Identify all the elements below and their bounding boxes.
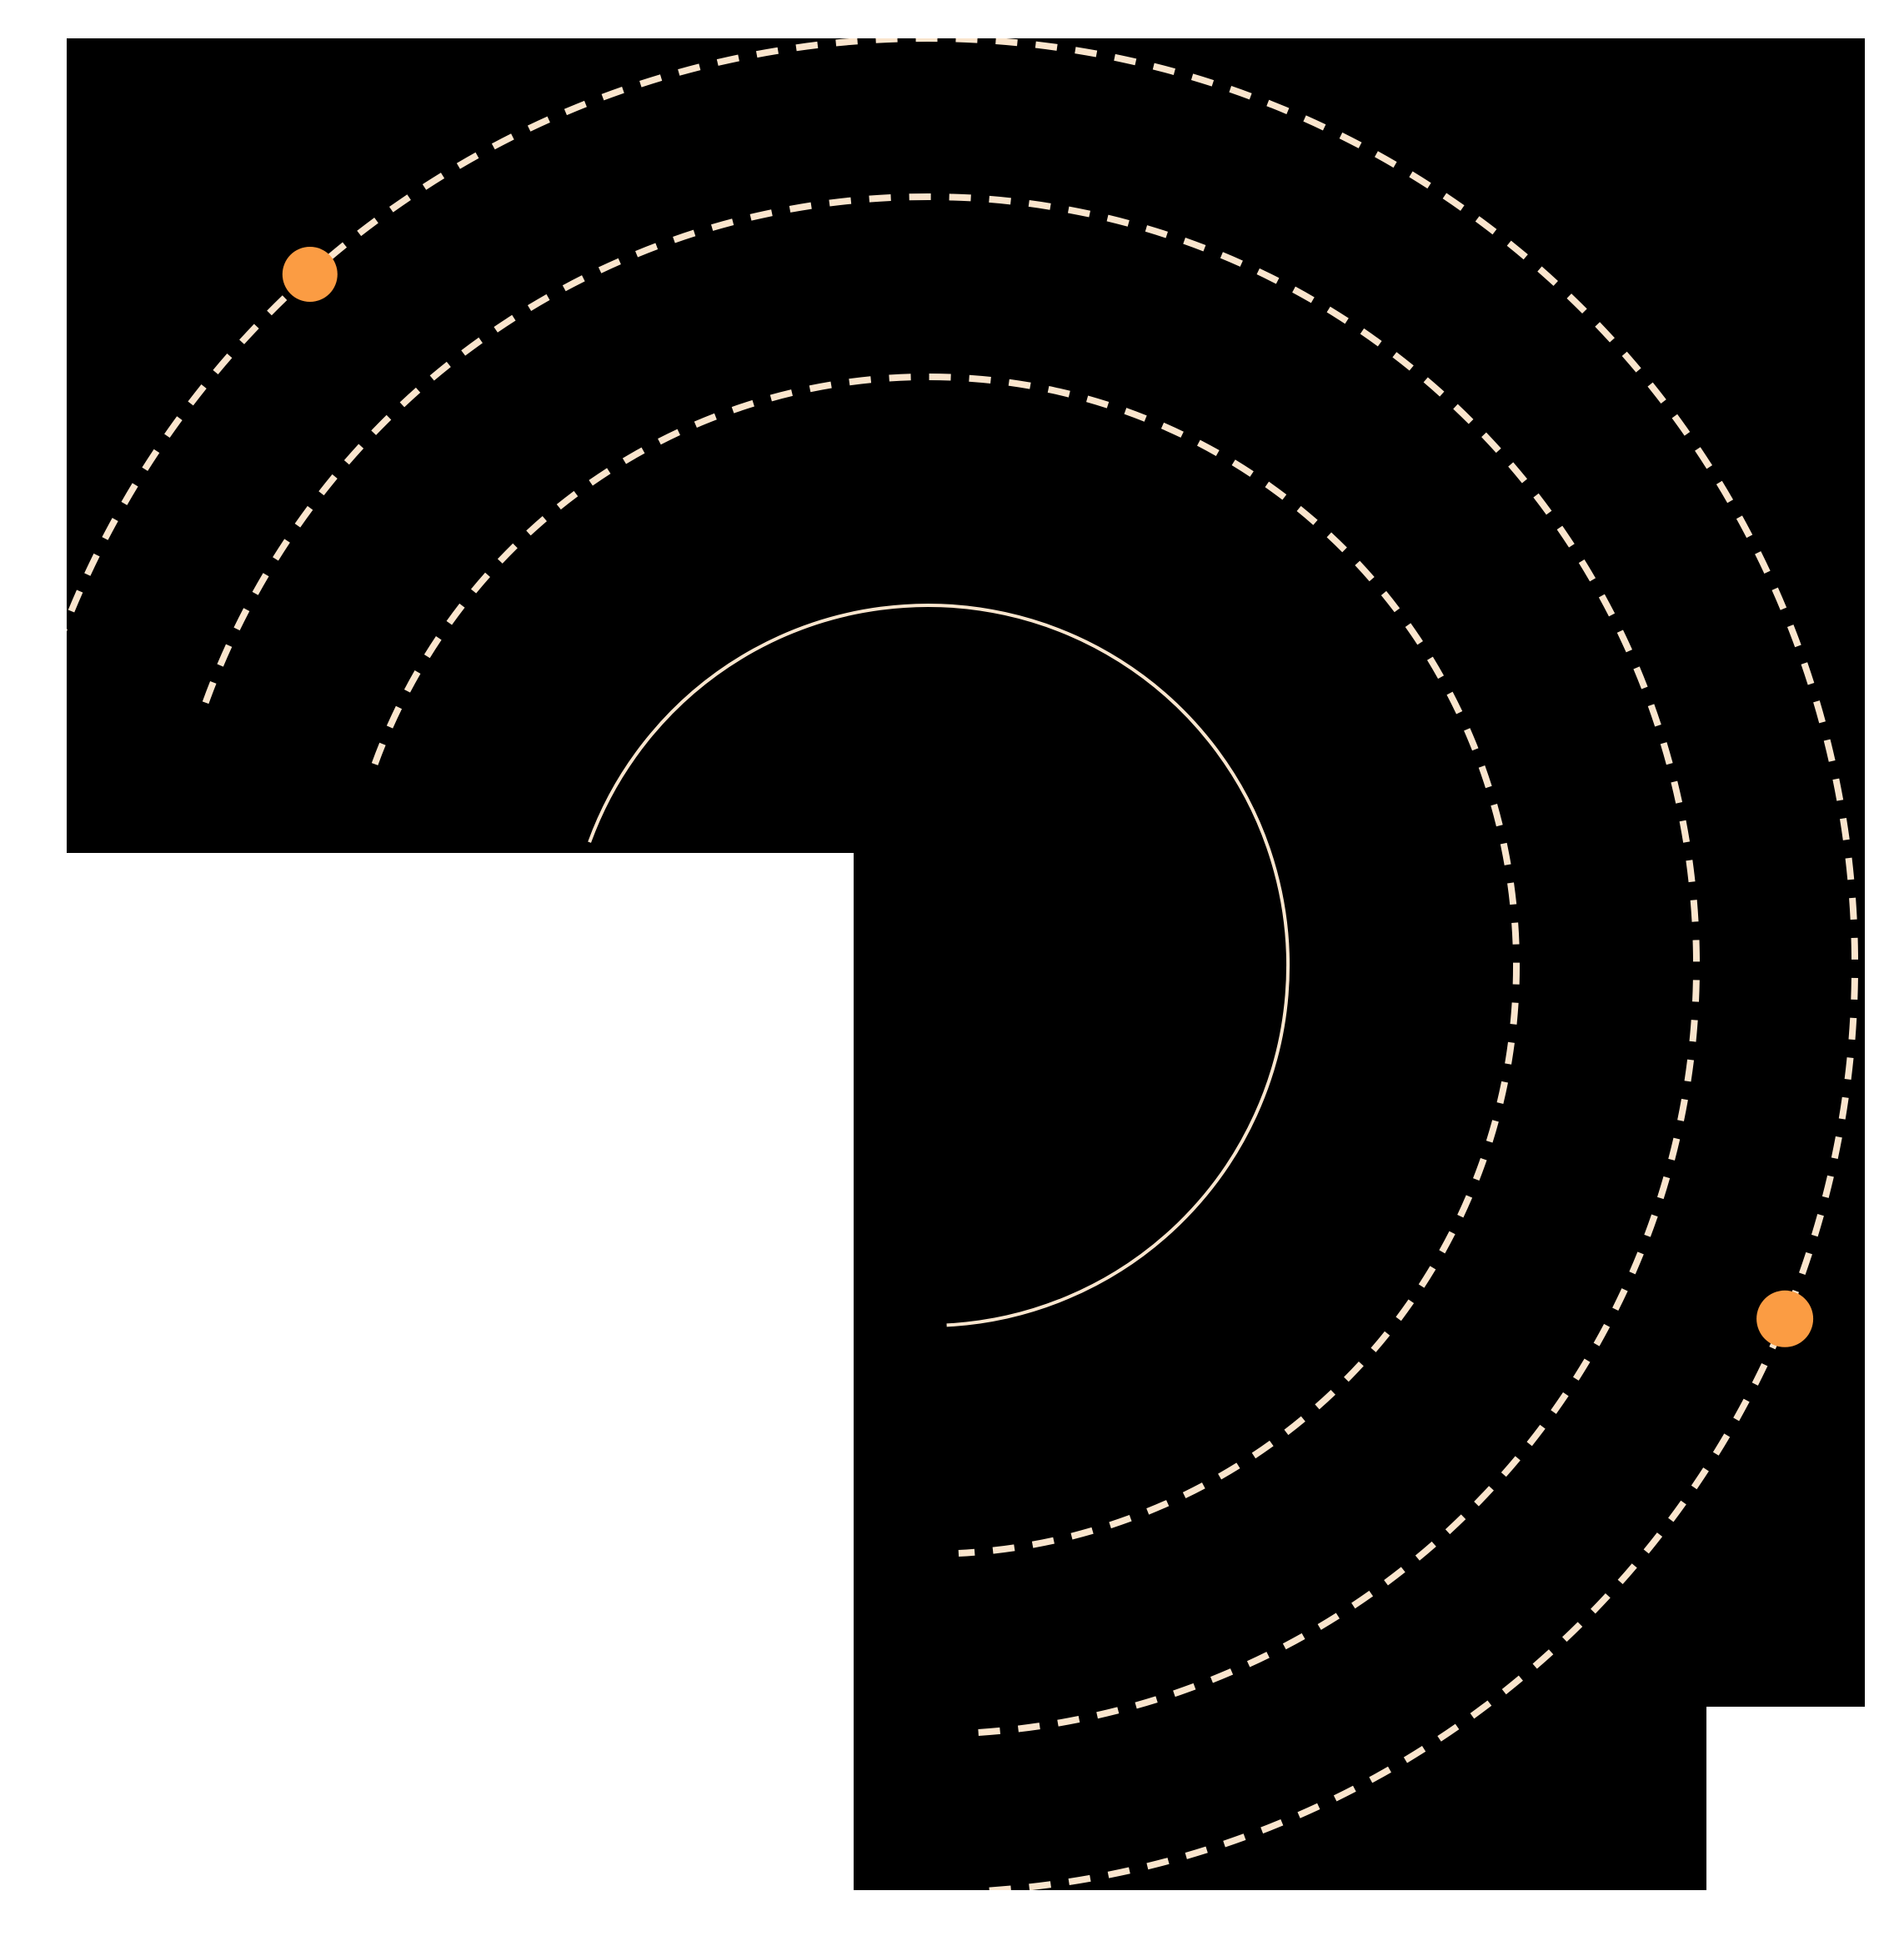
orbit-rings-group xyxy=(67,38,1859,1890)
orbit-ring-2-dashed xyxy=(371,373,1520,1557)
planet-dot-right xyxy=(1756,1290,1814,1347)
planet-dot-upper-left xyxy=(282,247,338,302)
dark-hero-panel xyxy=(67,38,1865,1890)
orbit-ring-3-dashed xyxy=(202,193,1700,1737)
orbit-ring-outer-dashed xyxy=(67,38,1859,1890)
orbit-ring-inner-solid xyxy=(588,604,1290,1327)
